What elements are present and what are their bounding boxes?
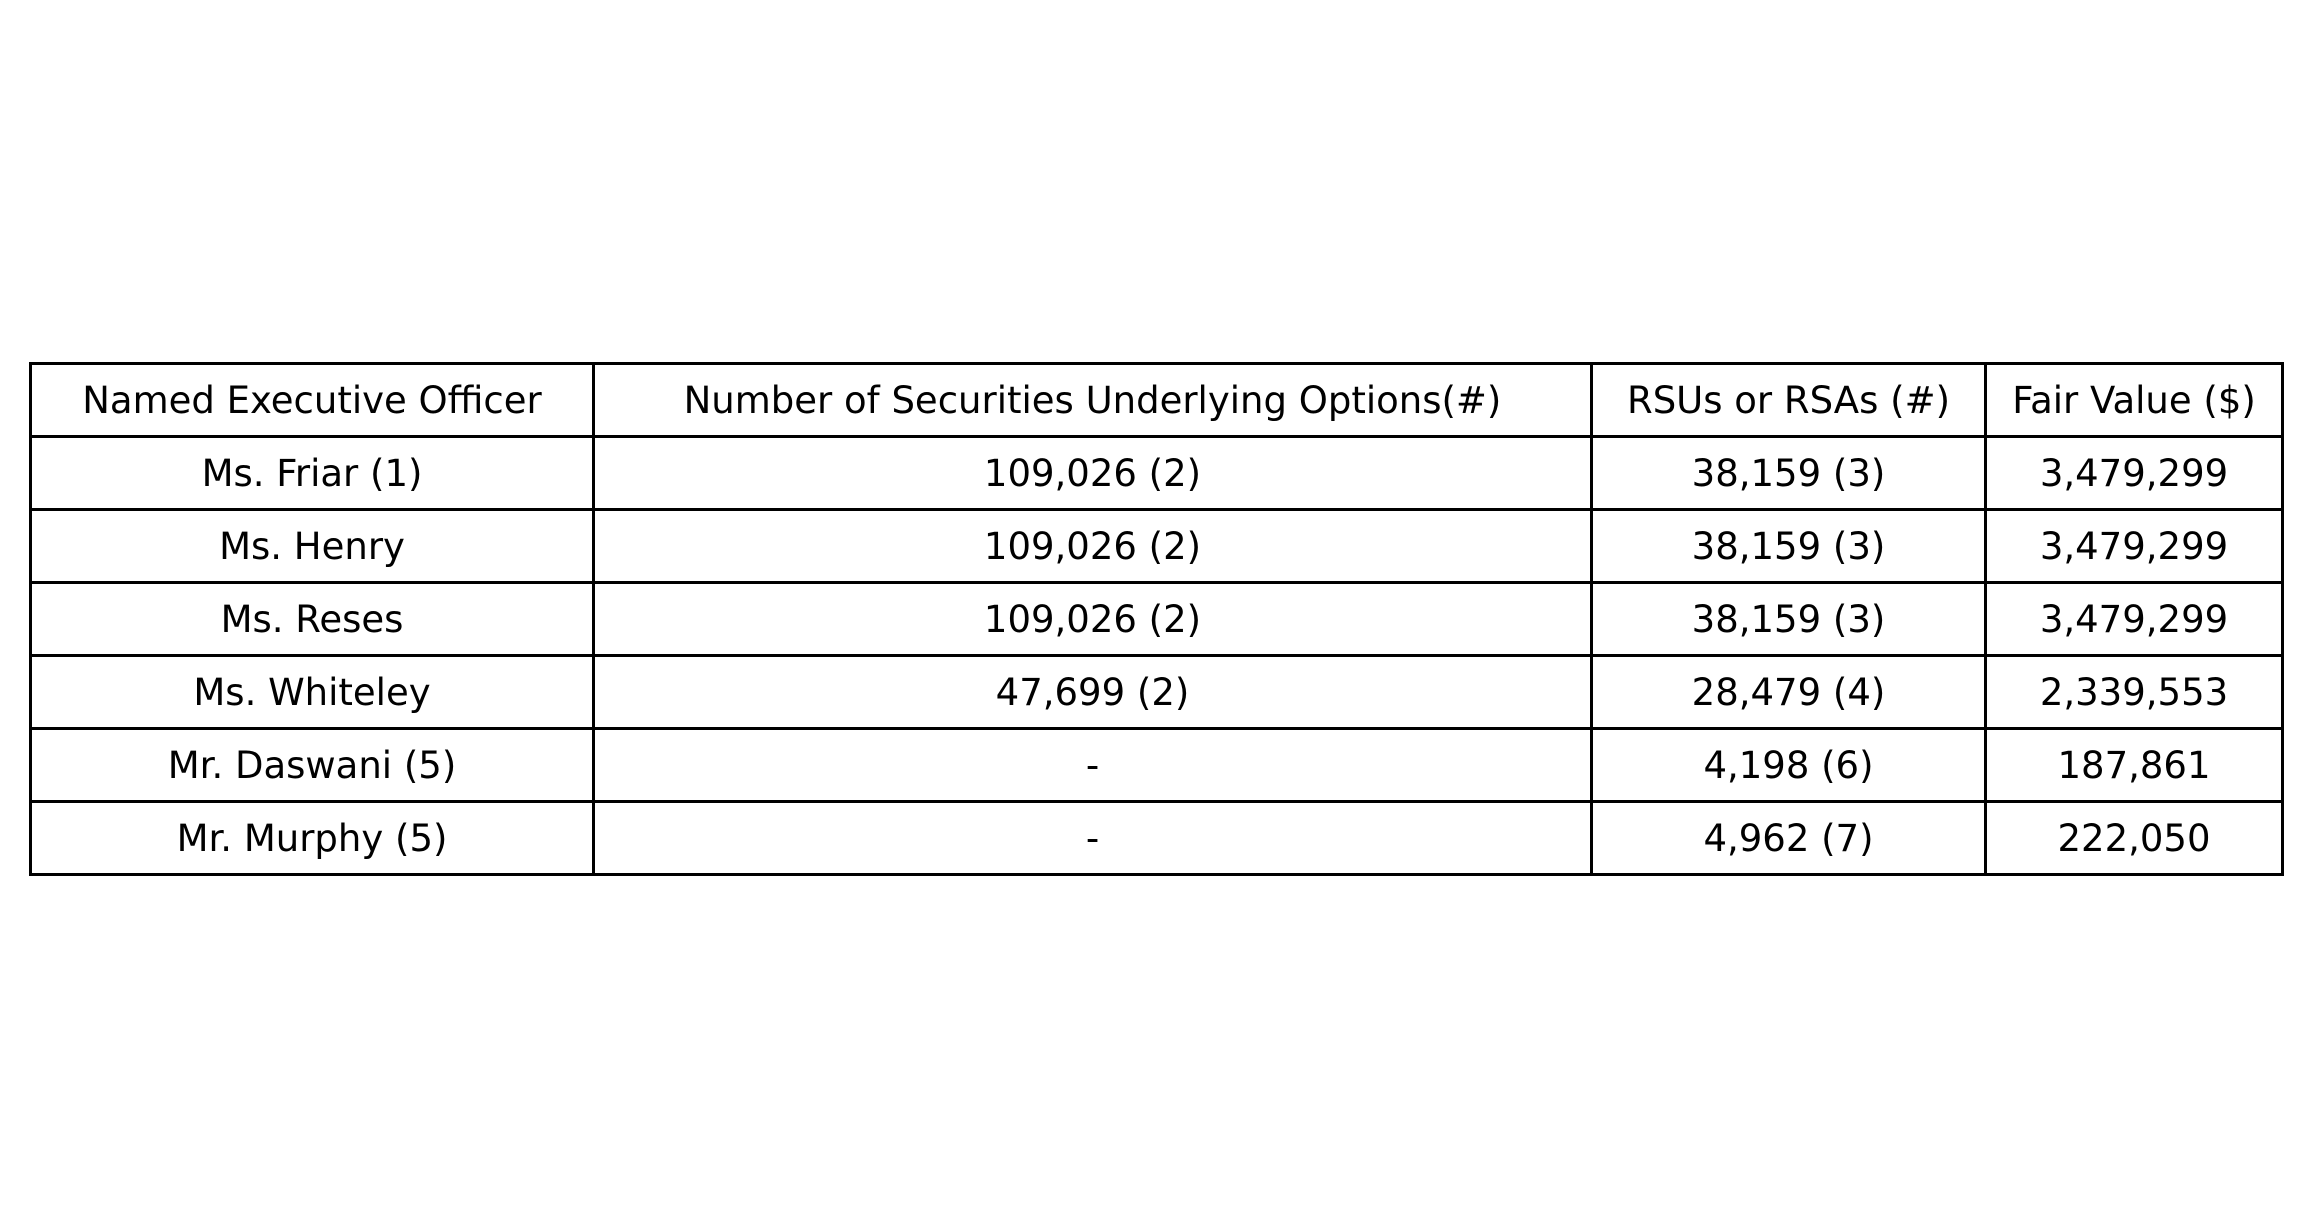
cell-officer: Mr. Daswani (5) bbox=[29, 727, 595, 803]
cell-fair-value: 3,479,299 bbox=[1984, 435, 2284, 511]
cell-rsus: 28,479 (4) bbox=[1590, 654, 1987, 730]
cell-officer: Ms. Henry bbox=[29, 508, 595, 584]
column-header-officer: Named Executive Officer bbox=[29, 362, 595, 438]
cell-rsus: 38,159 (3) bbox=[1590, 435, 1987, 511]
cell-officer: Mr. Murphy (5) bbox=[29, 800, 595, 876]
cell-officer: Ms. Whiteley bbox=[29, 654, 595, 730]
table-row: Ms. Friar (1) 109,026 (2) 38,159 (3) 3,4… bbox=[29, 435, 2284, 511]
cell-rsus: 38,159 (3) bbox=[1590, 581, 1987, 657]
cell-rsus: 38,159 (3) bbox=[1590, 508, 1987, 584]
cell-fair-value: 187,861 bbox=[1984, 727, 2284, 803]
column-header-fair-value: Fair Value ($) bbox=[1984, 362, 2284, 438]
cell-options: 109,026 (2) bbox=[592, 508, 1593, 584]
column-header-rsus: RSUs or RSAs (#) bbox=[1590, 362, 1987, 438]
cell-fair-value: 3,479,299 bbox=[1984, 508, 2284, 584]
table-row: Ms. Reses 109,026 (2) 38,159 (3) 3,479,2… bbox=[29, 581, 2284, 657]
table-container: Named Executive Officer Number of Securi… bbox=[29, 362, 2284, 876]
cell-fair-value: 2,339,553 bbox=[1984, 654, 2284, 730]
cell-fair-value: 222,050 bbox=[1984, 800, 2284, 876]
cell-options: - bbox=[592, 800, 1593, 876]
cell-rsus: 4,198 (6) bbox=[1590, 727, 1987, 803]
cell-options: 109,026 (2) bbox=[592, 581, 1593, 657]
column-header-options: Number of Securities Underlying Options(… bbox=[592, 362, 1593, 438]
cell-officer: Ms. Reses bbox=[29, 581, 595, 657]
table-row: Ms. Henry 109,026 (2) 38,159 (3) 3,479,2… bbox=[29, 508, 2284, 584]
cell-rsus: 4,962 (7) bbox=[1590, 800, 1987, 876]
table-row: Mr. Daswani (5) - 4,198 (6) 187,861 bbox=[29, 727, 2284, 803]
cell-options: 47,699 (2) bbox=[592, 654, 1593, 730]
cell-fair-value: 3,479,299 bbox=[1984, 581, 2284, 657]
cell-options: 109,026 (2) bbox=[592, 435, 1593, 511]
header-row: Named Executive Officer Number of Securi… bbox=[29, 362, 2284, 438]
table-row: Mr. Murphy (5) - 4,962 (7) 222,050 bbox=[29, 800, 2284, 876]
cell-officer: Ms. Friar (1) bbox=[29, 435, 595, 511]
grant-table: Named Executive Officer Number of Securi… bbox=[29, 362, 2284, 876]
cell-options: - bbox=[592, 727, 1593, 803]
table-row: Ms. Whiteley 47,699 (2) 28,479 (4) 2,339… bbox=[29, 654, 2284, 730]
